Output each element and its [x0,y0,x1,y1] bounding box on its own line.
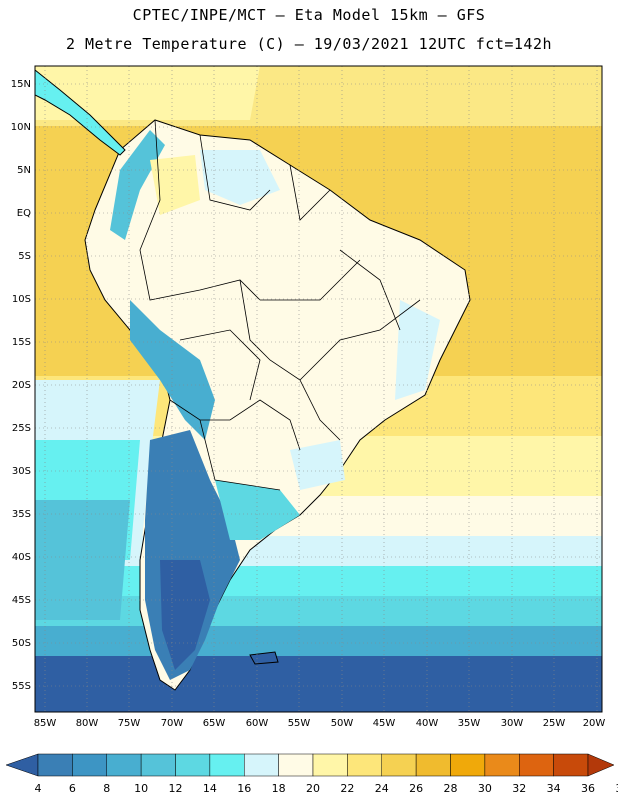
colorbar-label: 36 [581,782,595,795]
chart-title-line2: 2 Metre Temperature (C) – 19/03/2021 12U… [65,35,553,53]
colorbar-label: 10 [134,782,148,795]
colorbar-swatch [519,753,554,777]
lon-label: 25W [543,718,566,729]
brazil-coast-cool [395,300,440,400]
andes-cool-central [130,300,215,440]
colorbar-arrow-high [587,753,615,777]
lat-label: 25S [12,423,31,434]
lat-label: 10S [12,294,31,305]
lon-label: 80W [76,718,99,729]
andes-cool-north [110,130,165,240]
lat-label: EQ [17,208,31,219]
colorbar-swatch [72,753,107,777]
lon-label: 45W [373,718,396,729]
colorbar-label: 32 [512,782,526,795]
colorbar-swatch [106,753,142,777]
colorbar-label: 24 [375,782,389,795]
lon-label: 35W [458,718,481,729]
temperature-map: 15N 10N 5N EQ 5S 10S 15S 20S 25S 30S 35S… [11,65,606,729]
colorbar-swatch [347,753,382,777]
central-america-land [35,69,126,156]
lat-label: 30S [12,466,31,477]
temperature-colorbar: 4 6 8 10 12 14 16 18 20 22 24 26 28 30 32 34 36 38 [5,753,618,795]
colorbar-swatch [553,753,589,777]
colorbar-label: 28 [444,782,458,795]
colorbar-swatch [278,753,314,777]
colorbar-swatch [175,753,211,777]
colorbar-label: 20 [306,782,320,795]
colorbar-swatch [450,753,486,777]
colorbar-label: 6 [69,782,76,795]
lat-label: 50S [12,638,31,649]
country-borders [139,119,421,491]
colorbar-swatch [209,753,245,777]
colorbar-label: 18 [272,782,286,795]
colorbar-label: 22 [340,782,354,795]
colorbar-label: 8 [103,782,110,795]
patagonia-coldest [160,560,210,670]
latitude-labels: 15N 10N 5N EQ 5S 10S 15S 20S 25S 30S 35S… [11,79,31,692]
pacific-teal [35,500,130,620]
lon-label: 40W [416,718,439,729]
colorbar-label: 14 [203,782,217,795]
graticule [35,66,602,712]
colorbar-label: 12 [169,782,183,795]
ocean-turquoise [35,596,602,626]
lon-label: 65W [203,718,226,729]
lat-label: 35S [12,509,31,520]
lat-label: 40S [12,552,31,563]
pampas-cool [215,480,300,540]
lat-label: 15S [12,337,31,348]
uruguay-cool [290,440,345,490]
lat-label: 10N [11,122,31,133]
lon-label: 70W [161,718,184,729]
caribbean-pale [35,66,260,120]
colorbar-swatch [415,753,451,777]
lat-label: 55S [12,681,31,692]
lat-label: 5S [18,251,31,262]
map-frame [34,65,603,713]
colorbar-swatch [37,753,73,777]
lat-label: 15N [11,79,31,90]
amazon-light [200,150,280,205]
ocean-teal [35,626,602,656]
colorbar-swatch [312,753,348,777]
ocean-cyan [35,566,602,596]
colorbar-swatch [381,753,417,777]
lat-label: 45S [12,595,31,606]
lon-label: 50W [331,718,354,729]
colorbar-arrow-low [5,753,39,777]
colorbar-swatch [140,753,176,777]
colorbar-label: 26 [409,782,423,795]
colorbar-label: 30 [478,782,492,795]
lon-label: 60W [246,718,269,729]
colorbar-label: 34 [547,782,561,795]
colorbar-label: 4 [35,782,42,795]
chart-title-line1: CPTEC/INPE/MCT – Eta Model 15km – GFS [132,6,486,24]
ocean-blue [35,656,602,712]
lat-label: 20S [12,380,31,391]
lon-label: 55W [288,718,311,729]
longitude-labels: 85W 80W 75W 70W 65W 60W 55W 50W 45W 40W … [34,718,606,729]
lon-label: 30W [501,718,524,729]
lat-label: 5N [17,165,31,176]
colorbar-swatch [244,753,279,777]
colorbar-label: 16 [237,782,251,795]
colorbar-swatch [484,753,520,777]
lon-label: 75W [118,718,141,729]
colorbar-label: 38 [615,782,618,795]
lon-label: 20W [583,718,606,729]
lon-label: 85W [34,718,57,729]
